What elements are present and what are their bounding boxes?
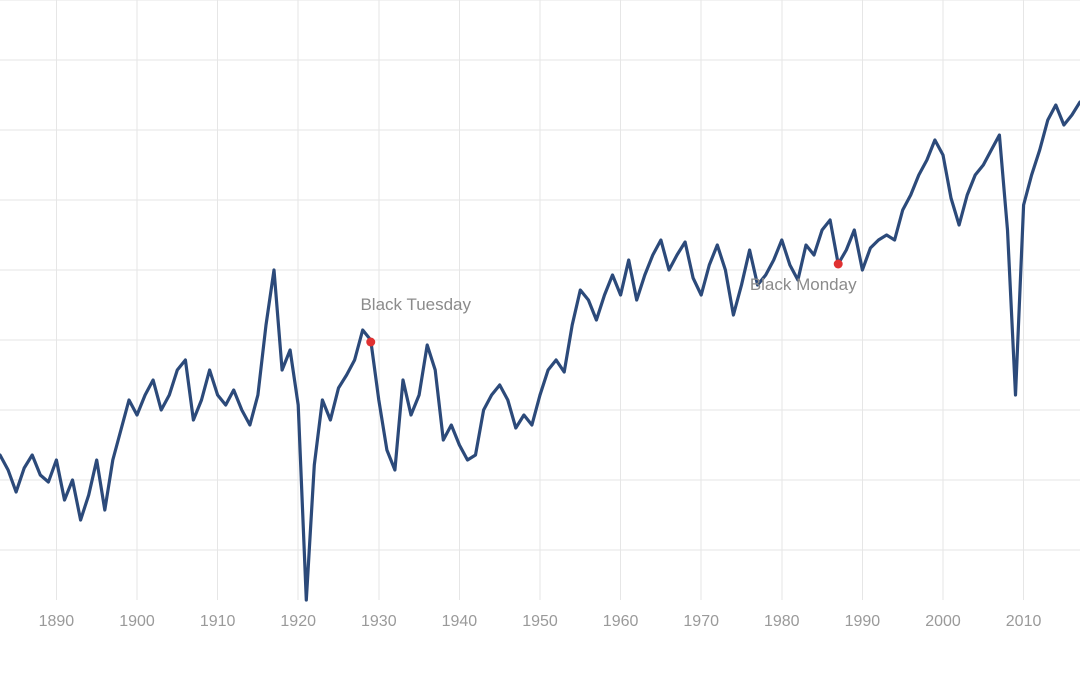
x-tick-label: 1930 bbox=[361, 613, 397, 630]
x-tick-label: 1990 bbox=[845, 613, 881, 630]
black-monday-dot bbox=[834, 260, 843, 269]
black-tuesday-dot bbox=[366, 338, 375, 347]
x-tick-label: 1980 bbox=[764, 613, 800, 630]
chart-svg: 1890 1900 1910 1920 1930 1940 1950 1960 1970 1980… bbox=[0, 0, 1080, 675]
x-tick-label: 2010 bbox=[1006, 613, 1042, 630]
x-tick-label: 2000 bbox=[925, 613, 961, 630]
x-tick-label: 1920 bbox=[280, 613, 316, 630]
x-tick-label: 1910 bbox=[200, 613, 236, 630]
x-tick-label: 1890 bbox=[39, 613, 75, 630]
black-monday-label: Black Monday bbox=[750, 275, 857, 294]
x-tick-label: 1900 bbox=[119, 613, 155, 630]
black-tuesday-label: Black Tuesday bbox=[360, 295, 471, 314]
x-tick-label: 1940 bbox=[442, 613, 478, 630]
x-tick-label: 1960 bbox=[603, 613, 639, 630]
line-chart: 1890 1900 1910 1920 1930 1940 1950 1960 1970 1980… bbox=[0, 0, 1080, 675]
x-tick-label: 1970 bbox=[683, 613, 719, 630]
x-tick-label: 1950 bbox=[522, 613, 558, 630]
